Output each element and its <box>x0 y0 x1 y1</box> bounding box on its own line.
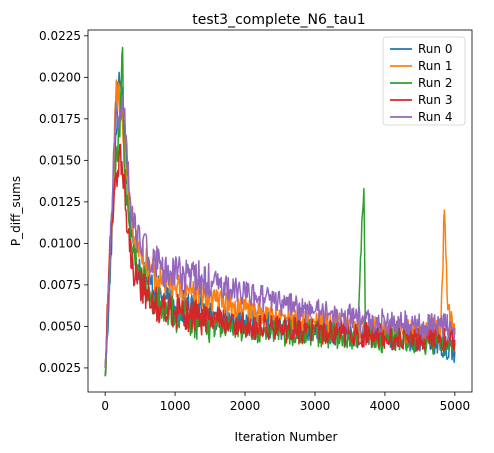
x-tick-label: 5000 <box>440 399 471 413</box>
legend-box <box>382 36 466 126</box>
plot-frame <box>87 29 473 393</box>
x-axis: 0 1000 2000 3000 4000 5000 <box>101 392 470 413</box>
legend-label: Run 1 <box>418 59 452 73</box>
y-tick-label: 0.0025 <box>39 361 81 375</box>
x-tick-label: 0 <box>101 399 109 413</box>
y-tick-label: 0.0100 <box>39 236 81 250</box>
x-tick-label: 1000 <box>160 399 191 413</box>
y-axis: 0.0025 0.0050 0.0075 0.0100 0.0125 0.0150 0.01… <box>39 29 88 375</box>
series-line-3 <box>104 143 456 368</box>
y-tick-label: 0.0075 <box>39 278 81 292</box>
x-axis-label: Iteration Number <box>235 430 338 444</box>
y-tick-label: 0.0200 <box>39 70 81 84</box>
series-line-4 <box>104 94 456 368</box>
legend-label: Run 0 <box>418 42 452 56</box>
plot-lines <box>104 46 456 377</box>
legend-label: Run 3 <box>418 93 452 107</box>
y-axis-label: P_diff_sums <box>9 176 23 246</box>
x-tick-label: 2000 <box>230 399 261 413</box>
y-tick-label: 0.0050 <box>39 319 81 333</box>
legend-label: Run 4 <box>418 110 452 124</box>
x-tick-label: 3000 <box>300 399 331 413</box>
x-tick-label: 4000 <box>370 399 401 413</box>
legend-label: Run 2 <box>418 76 452 90</box>
y-tick-label: 0.0225 <box>39 29 81 43</box>
y-tick-label: 0.0125 <box>39 195 81 209</box>
legend: Run 0 Run 1 Run 2 Run 3 Run 4 <box>382 36 466 126</box>
chart-title: test3_complete_N6_tau1 <box>192 12 365 28</box>
y-tick-label: 0.0150 <box>39 153 81 167</box>
y-tick-label: 0.0175 <box>39 112 81 126</box>
